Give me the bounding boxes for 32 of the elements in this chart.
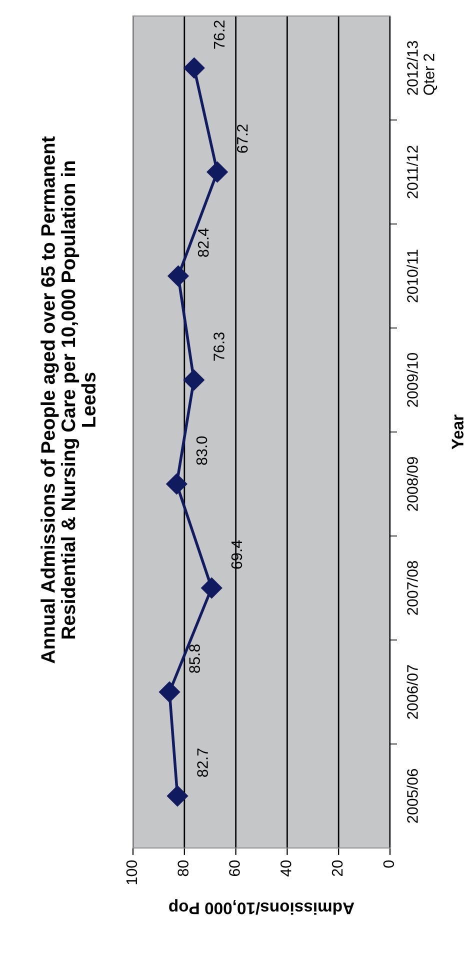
- point: [201, 577, 222, 599]
- x-tick-label: 60: [229, 860, 240, 876]
- y-tick-label: 2010/11: [406, 250, 418, 302]
- y-tick-label: 2008/09: [406, 457, 418, 511]
- text: Annual Admissions of People aged over 65 to Permanent Residential & Nursing Care per 10,000 Population in Leeds: [40, 136, 96, 664]
- point: [158, 681, 180, 703]
- data-label: 76.3: [214, 332, 224, 361]
- data-label: 83.0: [196, 436, 208, 465]
- point: [166, 473, 188, 495]
- y-tick-label: 2012/13 Qter 2: [406, 41, 438, 95]
- y-tick-label: 2011/12: [406, 146, 418, 198]
- y-tick-label: 2007/08: [406, 561, 418, 615]
- point: [184, 57, 205, 79]
- data-label: 67.2: [236, 124, 248, 153]
- data-label: 85.8: [189, 644, 200, 673]
- point: [206, 161, 228, 183]
- data-label: 76.2: [214, 20, 225, 49]
- y-tick-label: 2009/10: [406, 352, 418, 407]
- x-tick-label: 100: [126, 860, 138, 884]
- x-tick-label: 0: [383, 860, 394, 868]
- data-label: 82.4: [198, 228, 209, 257]
- y-tick-label: 2005/06: [406, 769, 418, 823]
- point: [166, 785, 188, 807]
- data-label: 82.7: [197, 748, 208, 777]
- point: [183, 369, 204, 391]
- y-axis-title: Year: [452, 414, 464, 450]
- point: [168, 265, 189, 287]
- x-tick-label: 40: [280, 860, 292, 876]
- x-tick-label: 20: [332, 860, 343, 876]
- x-tick-label: 80: [178, 860, 188, 876]
- y-tick-label: 2006/07: [406, 665, 418, 719]
- x-axis-title: Admissions/10,000 Pop: [169, 899, 354, 915]
